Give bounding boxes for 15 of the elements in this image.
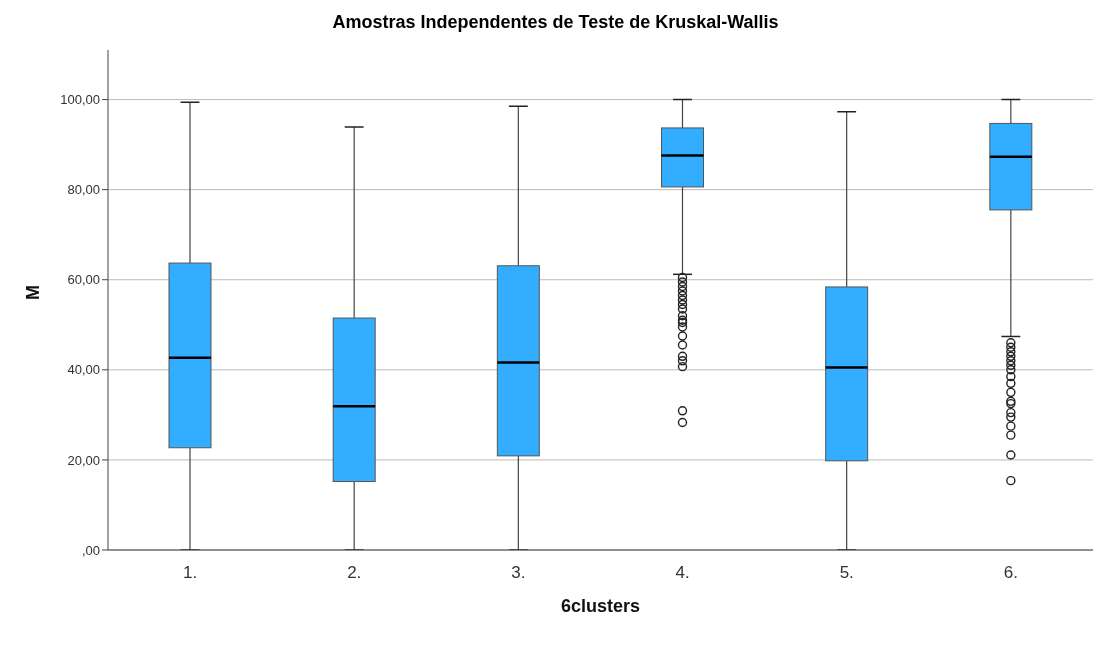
x-tick-label: 6. [1003,563,1019,583]
x-tick-label: 5. [839,563,854,583]
chart-title: Amostras Independentes de Teste de Kruskal-Wallis [331,11,780,34]
y-tick-label: 20,00 [67,452,100,468]
y-tick-label: 40,00 [67,362,100,378]
x-tick-label: 3. [511,563,526,583]
y-tick-label: 60,00 [67,272,100,288]
y-tick-label: 80,00 [67,182,100,198]
y-tick-label: ,00 [81,542,100,558]
x-axis-title: 6clusters [560,596,641,616]
x-tick-label: 2. [347,563,362,583]
x-tick-label: 1. [182,563,198,583]
y-tick-label: 100,00 [60,92,100,108]
x-tick-label: 4. [675,563,690,583]
y-axis-title: M [23,285,44,300]
